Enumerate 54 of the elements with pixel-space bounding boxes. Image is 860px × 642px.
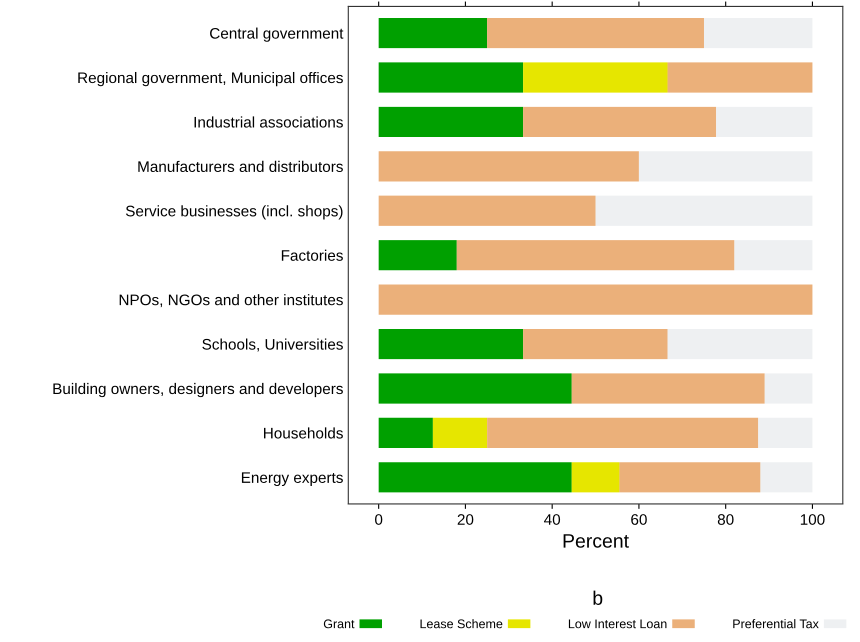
y-tick-label: NPOs, NGOs and other institutes: [120, 294, 343, 308]
legend-label: Low Interest Loan: [568, 620, 666, 628]
bar: [638, 151, 812, 182]
y-tick-label: Building owners, designers and developers: [53, 382, 343, 398]
bar: [378, 240, 457, 270]
bar: [764, 373, 812, 404]
x-tick-label: 0: [375, 514, 382, 525]
bar: [716, 106, 812, 138]
legend-label: Preferential Tax: [733, 619, 819, 628]
y-tick-label: Industrial associations: [194, 116, 343, 128]
bar: [572, 462, 620, 492]
bar: [378, 373, 572, 404]
bar: [704, 18, 812, 48]
y-tick-label: Manufacturers and distributors: [138, 160, 343, 172]
y-tick-label: Service businesses (incl. shops): [126, 205, 342, 220]
bar: [619, 462, 760, 492]
bar: [432, 418, 488, 448]
y-tick-label: Regional government, Municipal offices: [78, 72, 343, 86]
bar: [523, 62, 668, 93]
x-tick-label: 80: [718, 514, 734, 525]
bar: [456, 240, 734, 270]
bar: [378, 462, 572, 492]
bar: [596, 196, 812, 226]
x-tick-label: 100: [800, 514, 825, 525]
bar: [378, 151, 639, 182]
x-tick-label: 20: [458, 514, 474, 525]
bar: [734, 240, 812, 270]
y-tick-label: Energy experts: [242, 472, 343, 486]
bar: [572, 373, 765, 404]
bar: [378, 106, 524, 138]
y-tick-label: Factories: [282, 250, 343, 261]
bar: [523, 106, 716, 138]
bar: [668, 62, 812, 93]
bar: [523, 328, 668, 360]
bar: [378, 62, 524, 93]
y-tick-label: Schools, Universities: [202, 338, 343, 352]
bar: [378, 328, 524, 360]
bar: [487, 418, 758, 448]
x-axis-title: Percent: [564, 534, 629, 548]
legend-label: Grant: [324, 619, 354, 628]
bar: [760, 462, 812, 492]
bar: [378, 196, 596, 226]
x-tick-label: 40: [544, 514, 560, 525]
bar: [668, 328, 812, 360]
bar: [378, 418, 433, 448]
bar: [378, 18, 488, 48]
bar: [378, 284, 812, 315]
x-tick-label: 60: [631, 514, 647, 525]
bar: [758, 418, 812, 448]
y-tick-label: Central government: [210, 28, 344, 42]
text: b: [594, 590, 602, 605]
bar: [487, 18, 704, 48]
y-tick-label: Households: [264, 427, 343, 439]
legend-label: Lease Scheme: [420, 619, 502, 628]
